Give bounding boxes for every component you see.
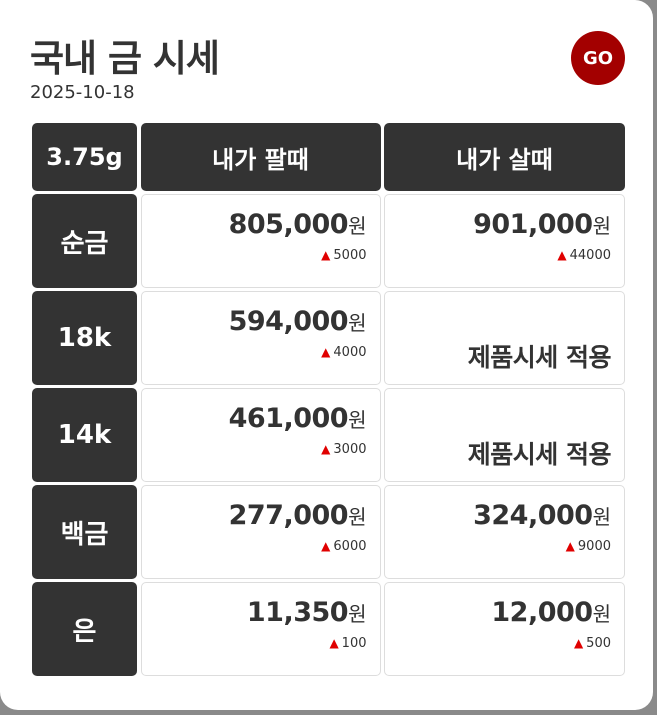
- date: 2025-10-18: [30, 82, 135, 103]
- triangle-up-icon: ▲: [321, 345, 331, 359]
- page-title: 국내 금 시세: [30, 37, 220, 80]
- triangle-up-icon: ▲: [321, 248, 331, 262]
- column-header-weight: 3.75g: [32, 123, 137, 191]
- triangle-up-icon: ▲: [565, 539, 575, 553]
- price-value: 277,000: [228, 500, 349, 531]
- buy-price-cell: 901,000원 ▲ 44000: [384, 194, 625, 288]
- sell-price-cell: 805,000원 ▲ 5000: [140, 194, 381, 288]
- currency-unit: 원: [592, 214, 611, 238]
- triangle-up-icon: ▲: [321, 539, 331, 553]
- price-value: 901,000: [473, 209, 593, 240]
- currency-unit: 원: [348, 214, 367, 238]
- triangle-up-icon: ▲: [573, 636, 584, 650]
- currency-unit: 원: [592, 602, 611, 626]
- price-value: 805,000: [228, 209, 349, 240]
- buy-price-cell: 제품시세 적용: [384, 388, 625, 482]
- row-label: 백금: [32, 485, 137, 579]
- sell-price-cell: 461,000원 ▲ 3000: [140, 388, 381, 482]
- price-value: 11,350: [246, 597, 349, 628]
- price-change: 9000: [577, 539, 611, 554]
- row-label: 14k: [32, 388, 137, 482]
- price-value: 461,000: [228, 403, 349, 434]
- row-label: 순금: [32, 194, 137, 288]
- triangle-up-icon: ▲: [321, 442, 331, 456]
- buy-price-cell: 제품시세 적용: [384, 291, 625, 385]
- sell-price-cell: 594,000원 ▲ 4000: [140, 291, 381, 385]
- triangle-up-icon: ▲: [329, 636, 339, 650]
- sell-price-cell: 277,000원 ▲ 6000: [140, 485, 381, 579]
- buy-price-cell: 324,000원 ▲ 9000: [384, 485, 625, 579]
- currency-unit: 원: [348, 408, 367, 432]
- price-change: 100: [341, 636, 367, 651]
- price-change: 3000: [333, 442, 367, 457]
- currency-unit: 원: [348, 602, 367, 626]
- column-header-buy: 내가 살때: [384, 123, 625, 191]
- sell-price-cell: 11,350원 ▲ 100: [140, 582, 381, 676]
- price-note: 제품시세 적용: [467, 440, 612, 469]
- currency-unit: 원: [348, 311, 367, 335]
- price-value: 594,000: [228, 306, 349, 337]
- go-button[interactable]: GO: [571, 31, 625, 85]
- price-value: 12,000: [491, 597, 593, 628]
- column-header-sell: 내가 팔때: [140, 123, 381, 191]
- buy-price-cell: 12,000원 ▲ 500: [384, 582, 625, 676]
- price-change: 6000: [333, 539, 367, 554]
- price-note: 제품시세 적용: [467, 343, 612, 372]
- price-change: 4000: [333, 345, 367, 360]
- triangle-up-icon: ▲: [557, 248, 567, 262]
- currency-unit: 원: [348, 505, 367, 529]
- price-change: 500: [586, 636, 611, 651]
- row-label: 은: [32, 582, 137, 676]
- row-label: 18k: [32, 291, 137, 385]
- price-change: 5000: [333, 248, 367, 263]
- price-value: 324,000: [473, 500, 593, 531]
- price-change: 44000: [569, 248, 611, 263]
- price-table: 3.75g 내가 팔때 내가 살때 순금 805,000원 ▲ 5000 901,000…: [32, 123, 625, 676]
- currency-unit: 원: [592, 505, 611, 529]
